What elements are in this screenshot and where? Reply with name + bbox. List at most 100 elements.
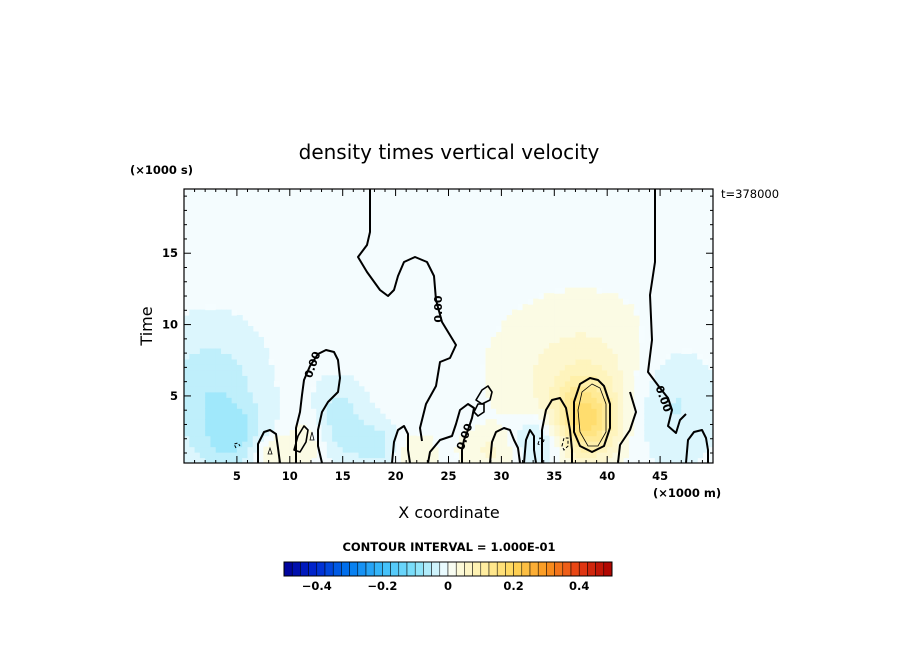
y-tick-label: 5 bbox=[170, 389, 178, 403]
field-cell bbox=[675, 353, 682, 360]
field-cell bbox=[236, 446, 243, 453]
field-cell bbox=[665, 430, 672, 437]
field-cell bbox=[474, 441, 481, 448]
field-cell bbox=[194, 358, 201, 365]
field-cell bbox=[374, 441, 381, 448]
field-cell bbox=[501, 402, 508, 409]
field-cell bbox=[485, 347, 492, 354]
field-cell bbox=[607, 353, 614, 360]
field-cell bbox=[675, 402, 682, 409]
field-cell bbox=[199, 364, 206, 371]
field-cell bbox=[644, 430, 651, 437]
contour-line bbox=[427, 403, 475, 463]
field-cell bbox=[289, 435, 296, 442]
field-cell bbox=[205, 353, 212, 360]
field-cell bbox=[649, 408, 656, 415]
field-cell bbox=[660, 364, 666, 371]
field-cell bbox=[205, 408, 212, 415]
field-cell bbox=[580, 430, 587, 437]
field-cell bbox=[549, 353, 555, 360]
field-cell bbox=[242, 358, 249, 365]
field-cell bbox=[702, 408, 709, 415]
field-cell bbox=[591, 353, 598, 360]
field-cell bbox=[628, 331, 635, 338]
field-cell bbox=[623, 298, 629, 305]
field-cell bbox=[374, 446, 381, 453]
field-cell bbox=[369, 435, 376, 442]
x-tick-label: 5 bbox=[233, 469, 241, 483]
field-cell bbox=[607, 446, 614, 453]
field-cell bbox=[194, 397, 201, 404]
field-cell bbox=[596, 320, 603, 327]
field-cell bbox=[273, 452, 280, 459]
field-cell bbox=[686, 408, 693, 415]
field-cell bbox=[390, 424, 397, 431]
field-cell bbox=[628, 364, 635, 371]
field-cell bbox=[199, 315, 206, 322]
field-cell bbox=[564, 402, 571, 409]
field-cell bbox=[580, 298, 587, 305]
field-cell bbox=[596, 315, 603, 322]
field-cell bbox=[205, 347, 212, 354]
field-cell bbox=[247, 446, 254, 453]
field-cell bbox=[543, 336, 550, 344]
field-cell bbox=[675, 358, 682, 365]
field-cell bbox=[628, 408, 635, 415]
field-cell bbox=[586, 342, 592, 349]
field-cell bbox=[332, 457, 339, 463]
contour-line bbox=[685, 429, 709, 463]
field-cell bbox=[617, 430, 624, 437]
field-cell bbox=[279, 446, 286, 453]
field-cell bbox=[623, 315, 629, 322]
field-cell bbox=[623, 435, 629, 442]
field-cell bbox=[564, 315, 571, 322]
field-cell bbox=[702, 402, 709, 409]
field-cell bbox=[511, 347, 518, 354]
field-cell bbox=[199, 435, 206, 442]
field-cell bbox=[707, 441, 713, 448]
field-cell bbox=[342, 446, 349, 453]
field-cell bbox=[189, 446, 196, 453]
field-cell bbox=[199, 336, 206, 344]
field-cell bbox=[379, 413, 386, 420]
field-cell bbox=[215, 441, 222, 448]
field-cell bbox=[199, 347, 206, 354]
field-cell bbox=[596, 331, 603, 338]
field-cell bbox=[527, 430, 534, 437]
field-cell bbox=[549, 386, 555, 393]
field-cell bbox=[511, 375, 518, 382]
field-cell bbox=[480, 457, 487, 463]
field-cell bbox=[501, 430, 508, 437]
colorbar-cell bbox=[332, 561, 342, 577]
field-cell bbox=[559, 364, 566, 371]
thin-contour bbox=[309, 431, 315, 441]
field-cell bbox=[337, 391, 344, 398]
field-cell bbox=[490, 364, 497, 371]
field-cell bbox=[490, 457, 497, 463]
field-cell bbox=[596, 391, 603, 398]
field-cell bbox=[184, 441, 190, 448]
field-cell bbox=[379, 441, 386, 448]
colorbar-cell bbox=[521, 561, 531, 577]
field-cell bbox=[702, 391, 709, 398]
field-cell bbox=[586, 304, 592, 311]
field-cell bbox=[543, 358, 550, 365]
field-cell bbox=[231, 386, 238, 393]
field-cell bbox=[337, 430, 344, 437]
field-cell bbox=[559, 353, 566, 360]
field-cell bbox=[607, 457, 614, 463]
field-cell bbox=[511, 331, 518, 338]
field-cell bbox=[199, 391, 206, 398]
field-cell bbox=[681, 369, 688, 376]
field-cell bbox=[670, 408, 677, 415]
field-cell bbox=[247, 364, 254, 371]
field-cell bbox=[342, 375, 349, 382]
field-cell bbox=[242, 446, 249, 453]
field-cell bbox=[485, 380, 492, 387]
field-cell bbox=[226, 315, 233, 322]
field-cell bbox=[205, 342, 212, 349]
field-cell bbox=[633, 347, 640, 354]
field-cell bbox=[607, 441, 614, 448]
field-cell bbox=[496, 391, 502, 398]
